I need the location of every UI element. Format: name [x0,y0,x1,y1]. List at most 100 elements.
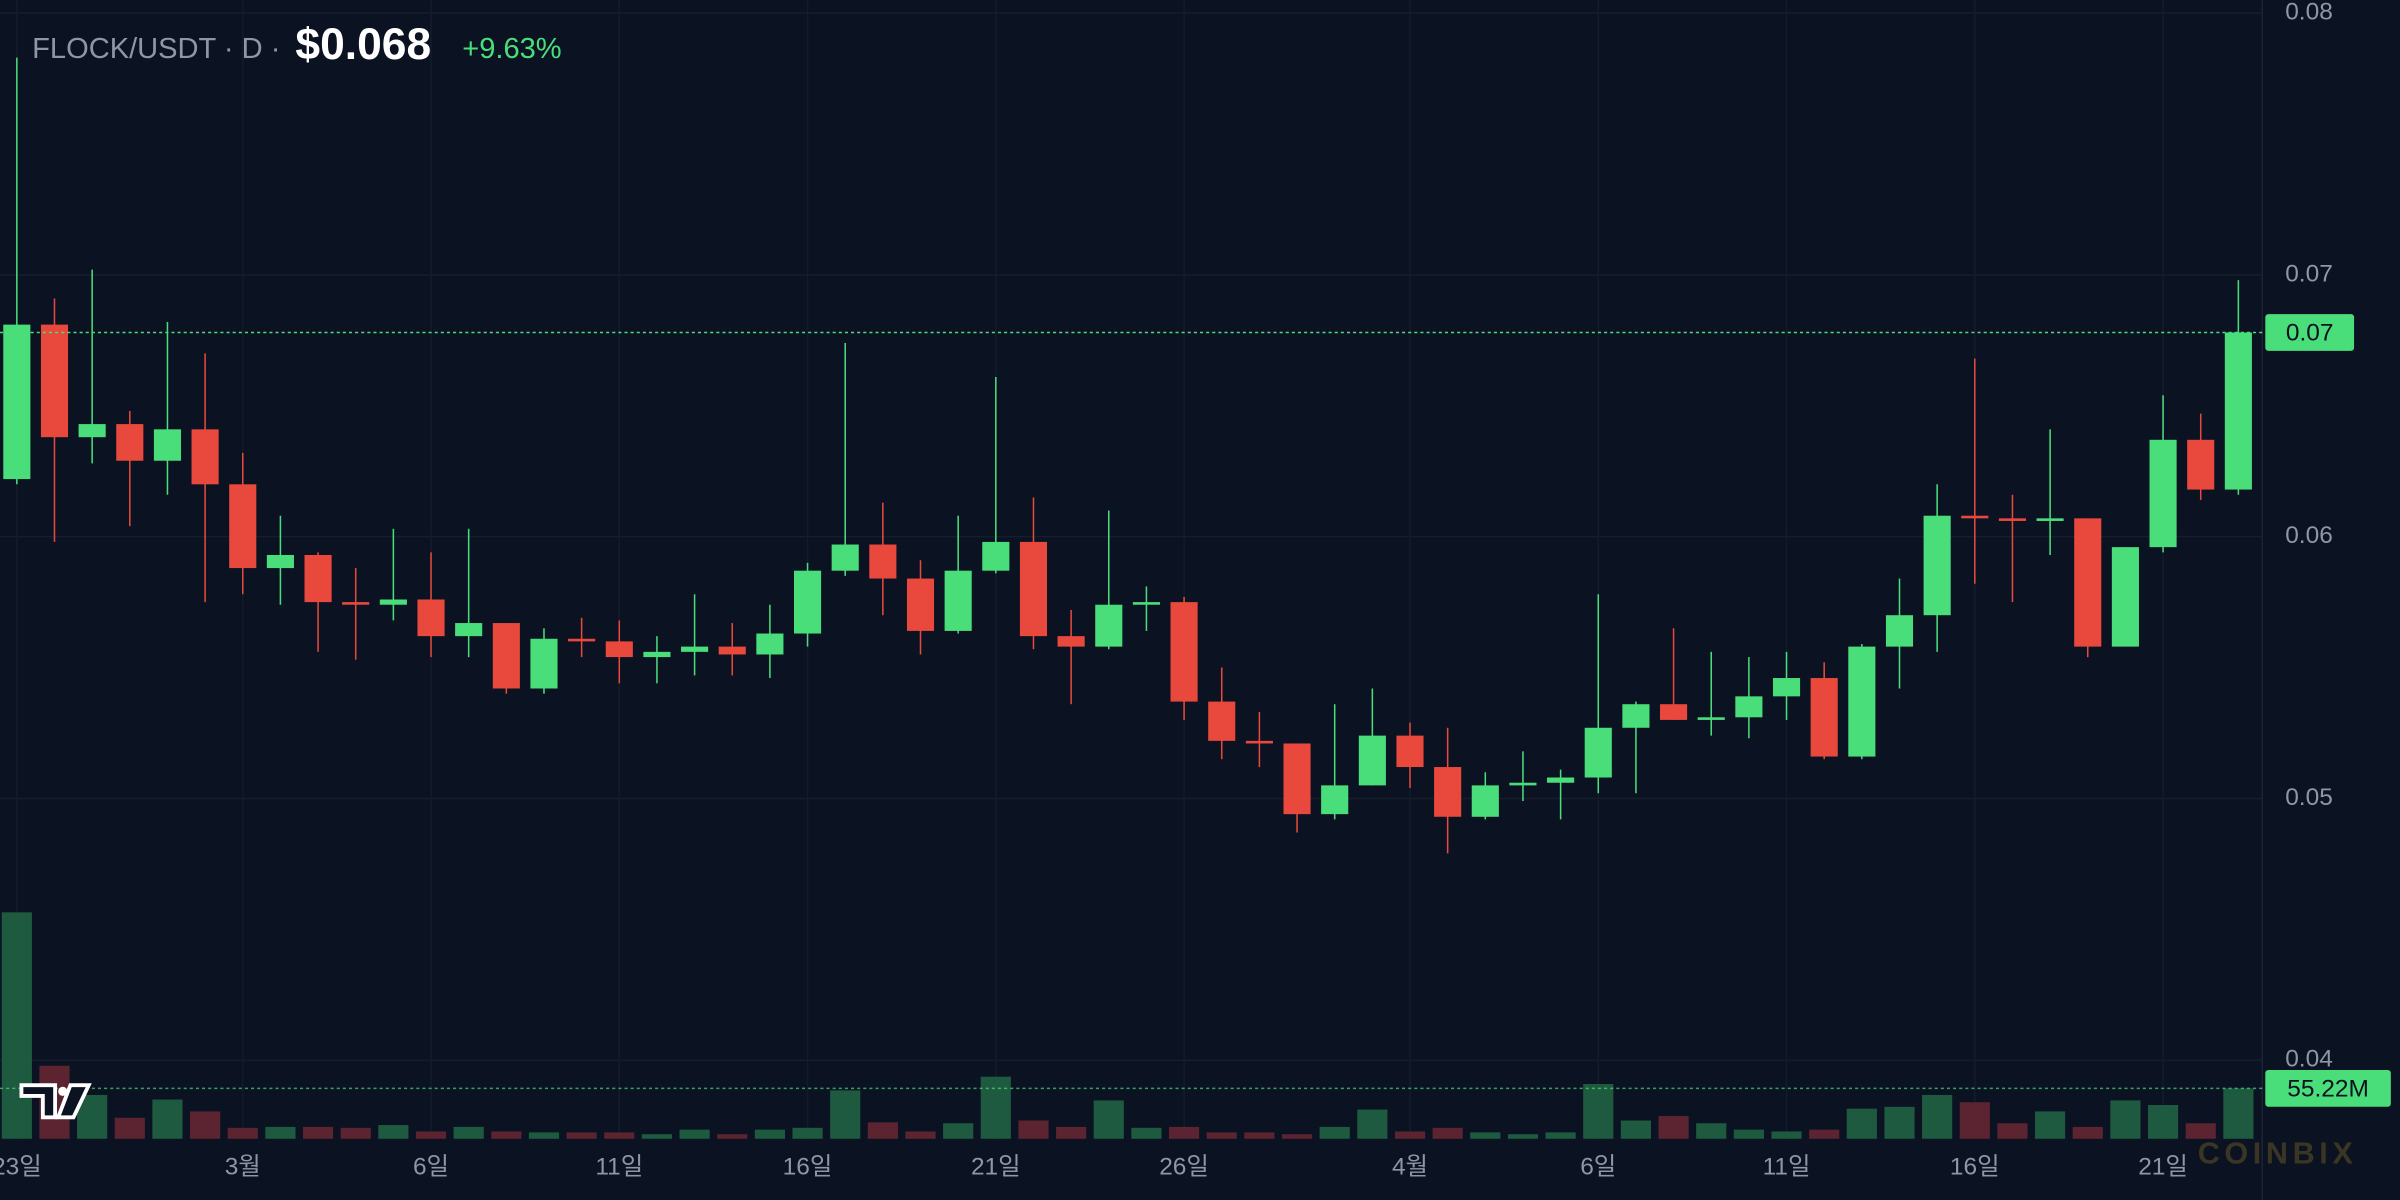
candles [3,57,2252,854]
candle-body [1396,735,1424,768]
candle-body [304,554,332,603]
volume-bar [1545,1132,1576,1139]
candle-body [492,623,520,689]
x-tick-label: 16일 [783,1153,833,1180]
volume-bar [604,1132,635,1139]
candle-body [266,554,294,569]
x-tick-label: 23일 [0,1153,42,1180]
volume-bar [2223,1088,2254,1139]
candle-body [191,429,219,485]
candle-body [793,570,822,634]
volume-bar [1319,1126,1350,1139]
candle-body [1848,646,1876,757]
candle-body [1057,636,1085,647]
y-tick-label: 0.05 [2285,784,2333,811]
candle-body [1584,727,1612,778]
candle-body [2224,332,2252,490]
candle-body [944,570,972,631]
candle-body [831,544,859,571]
candle-body [1283,743,1311,815]
candle-body [1998,518,2027,521]
candle-body [1772,678,1801,697]
volume-bar [415,1131,447,1139]
last-volume-badge [2265,1069,2391,1107]
volume-bar [1997,1123,2028,1139]
x-tick-label: 21일 [2138,1153,2188,1180]
volume-bar [1809,1129,1840,1139]
candle-body [1132,602,1160,605]
candle-body [1735,696,1763,718]
y-tick-label: 0.04 [2285,1046,2333,1073]
y-tick-label: 0.08 [2285,0,2333,26]
y-tick-label: 0.06 [2285,522,2333,549]
volume-bar [1959,1102,1990,1139]
volume-bar [980,1076,1011,1139]
candle-body [1471,785,1499,817]
candle-body [1697,717,1725,720]
volume-bar [453,1126,484,1139]
candle-body [78,424,106,438]
volume-bar [1093,1100,1124,1139]
candle-body [1434,767,1462,817]
candle-body [1810,678,1838,757]
last-price-label: 0.07 [2286,319,2334,346]
candle-body [568,638,596,642]
volume-bar [1620,1120,1652,1139]
last-price-badge [2265,314,2355,351]
volume-bar [265,1126,296,1139]
candle-body [1170,602,1198,702]
candle-body [2111,547,2139,647]
volume-bar [1583,1083,1614,1139]
candle-body [605,641,633,658]
volume-bar [1507,1134,1539,1139]
x-tick-label: 11일 [595,1153,643,1180]
candle-body [1019,541,1048,637]
candle-body [982,541,1010,571]
volume-bar [717,1134,748,1139]
candle-body [2149,439,2177,548]
candle-body [869,544,897,579]
last-volume-label: 55.22M [2287,1075,2369,1102]
candle-body [455,623,483,637]
candle-body [229,484,257,569]
volume-bar [227,1127,258,1139]
candle-body [906,578,935,631]
candle-body [1509,782,1537,786]
candle-body [1660,704,1688,720]
volume-bar [1281,1134,1313,1139]
volume-bar [2072,1126,2103,1139]
candle-body [643,651,671,658]
volume-bar [2185,1123,2216,1139]
candle-body [2074,518,2102,647]
volume-bar [830,1090,861,1139]
current-price: $0.068 [295,20,431,69]
volume-bar [1131,1127,1162,1139]
price-change: +9.63% [462,33,561,65]
volume-bar [378,1125,409,1139]
volume-bar [302,1126,334,1139]
volume-bar [1018,1120,1049,1139]
volume-bar [1394,1131,1426,1139]
volume-bar [1846,1108,1877,1139]
x-tick-label: 11일 [1763,1153,1811,1180]
volume-bar [1696,1123,1727,1139]
candle-body [2187,439,2215,490]
candle-body [1622,704,1650,728]
volume-bar [905,1131,936,1139]
x-tick-label: 3월 [225,1153,261,1180]
x-tick-label: 26일 [1159,1153,1209,1180]
volume-bar [114,1117,145,1139]
candle-body [1961,515,1989,519]
candle-body [1885,615,1914,647]
volume-bar [340,1127,371,1139]
candle-body [1547,777,1575,783]
candle-body [1245,740,1273,744]
volume-bar [2035,1111,2066,1139]
candle-body [417,599,445,637]
symbol-title: FLOCK/USDT · D · [32,33,280,65]
watermark: COINBIX [2198,1137,2358,1171]
volume-bar [528,1132,560,1139]
